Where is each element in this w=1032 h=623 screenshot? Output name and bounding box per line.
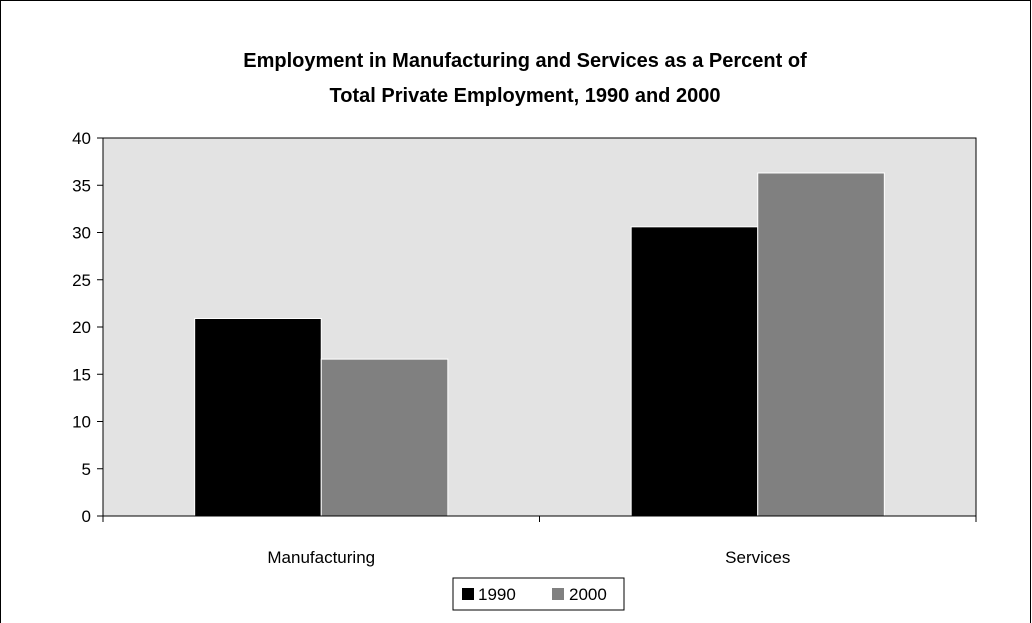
x-category-label: Manufacturing	[267, 548, 375, 567]
y-tick-label: 10	[72, 413, 91, 432]
y-tick-label: 0	[82, 507, 91, 526]
y-tick-label: 40	[72, 129, 91, 148]
legend-swatch-1990	[462, 588, 474, 600]
bar-manufacturing-2000	[320, 358, 449, 517]
bar-services-1990	[630, 226, 759, 517]
chart-title-line-1: Employment in Manufacturing and Services…	[243, 50, 807, 72]
y-axis: 0 5 10 15 20 25 30 35 40	[72, 129, 104, 526]
bars-group	[194, 172, 885, 517]
y-tick-label: 25	[72, 271, 91, 290]
legend: 1990 2000	[452, 577, 625, 611]
x-axis: Manufacturing Services	[102, 515, 977, 567]
x-category-label: Services	[725, 548, 790, 567]
legend-box	[452, 577, 625, 611]
bar-services-2000	[757, 172, 885, 517]
y-tick-label: 30	[72, 224, 91, 243]
legend-swatch-2000	[552, 588, 564, 600]
y-tick-label: 15	[72, 365, 91, 384]
legend-label-1990: 1990	[478, 585, 516, 604]
bar-manufacturing-1990	[194, 317, 322, 517]
y-tick-label: 5	[82, 460, 91, 479]
y-tick-label: 35	[72, 176, 91, 195]
chart-title-line-2: Total Private Employment, 1990 and 2000	[330, 85, 721, 107]
legend-label-2000: 2000	[569, 585, 607, 604]
y-tick-label: 20	[72, 318, 91, 337]
